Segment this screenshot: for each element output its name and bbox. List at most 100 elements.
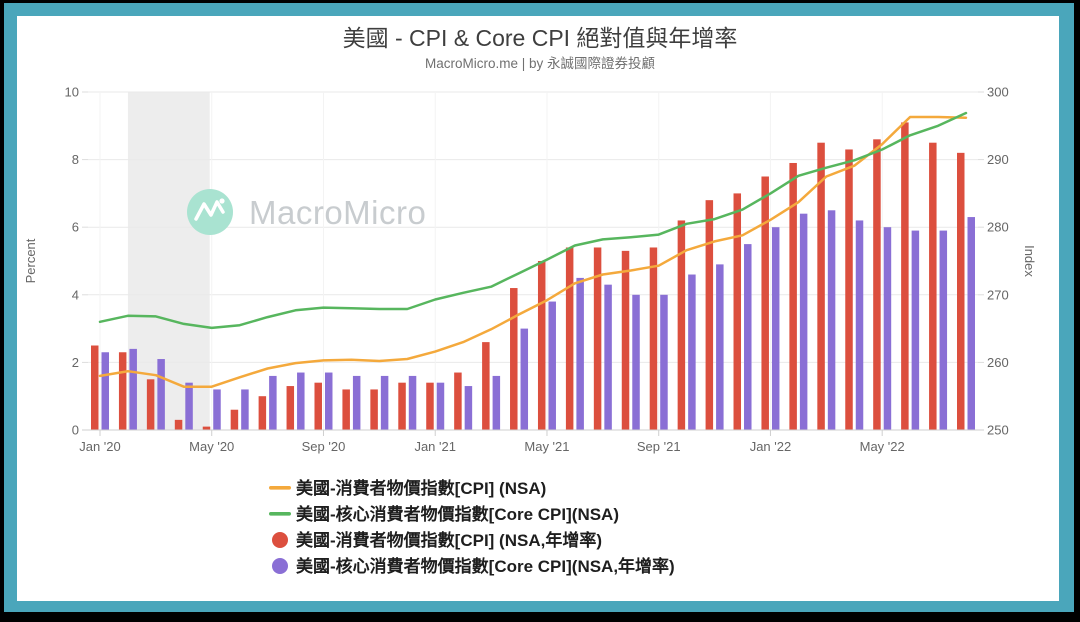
- bar-core-cpi-yoy-2020-08[interactable]: [297, 372, 305, 430]
- bar-core-cpi-yoy-2021-08[interactable]: [632, 294, 640, 430]
- bar-cpi-yoy-2020-04[interactable]: [174, 419, 183, 430]
- legend-label-cpi-index: 美國-消費者物價指數[CPI] (NSA): [296, 478, 546, 498]
- bar-core-cpi-yoy-2022-04[interactable]: [855, 220, 864, 430]
- bar-cpi-yoy-2020-06[interactable]: [230, 409, 239, 430]
- bar-core-cpi-yoy-2020-06[interactable]: [241, 389, 249, 430]
- bar-cpi-yoy-2020-07[interactable]: [258, 396, 267, 430]
- window-border: 美國 - CPI & Core CPI 絕對值與年增率 MacroMicro.m…: [4, 3, 1074, 612]
- right-axis-tick-label: 290: [987, 152, 1009, 167]
- bar-core-cpi-yoy-2021-10[interactable]: [688, 274, 696, 430]
- bar-core-cpi-yoy-2021-01[interactable]: [436, 382, 445, 430]
- bar-core-cpi-yoy-2022-05[interactable]: [883, 227, 892, 430]
- legend-item-cpi-index[interactable]: 美國-消費者物價指數[CPI] (NSA): [269, 478, 546, 498]
- x-axis-tick-label: Sep '21: [637, 439, 681, 454]
- bar-cpi-yoy-2022-04[interactable]: [845, 149, 853, 430]
- macromicro-watermark: MacroMicro: [187, 189, 426, 235]
- bar-cpi-yoy-2022-07[interactable]: [929, 142, 937, 430]
- left-axis-tick-label: 0: [72, 423, 79, 438]
- left-axis-tick-label: 8: [72, 152, 79, 167]
- bar-layer: [91, 122, 976, 431]
- bar-core-cpi-yoy-2022-02[interactable]: [799, 213, 808, 430]
- watermark-text: MacroMicro: [249, 194, 426, 231]
- bar-core-cpi-yoy-2022-07[interactable]: [939, 230, 948, 430]
- bar-cpi-yoy-2022-02[interactable]: [789, 162, 797, 431]
- bar-cpi-yoy-2020-12[interactable]: [398, 382, 406, 430]
- left-axis-tick-label: 10: [65, 85, 79, 100]
- bar-cpi-yoy-2021-02[interactable]: [454, 372, 462, 430]
- bar-cpi-yoy-2022-08[interactable]: [957, 152, 965, 430]
- chart-canvas: 美國 - CPI & Core CPI 絕對值與年增率 MacroMicro.m…: [17, 16, 1059, 601]
- bar-cpi-yoy-2021-03[interactable]: [482, 342, 490, 430]
- bar-core-cpi-yoy-2020-10[interactable]: [352, 375, 361, 430]
- left-axis-tick-label: 6: [72, 220, 79, 235]
- bar-cpi-yoy-2022-06[interactable]: [901, 122, 909, 431]
- bar-core-cpi-yoy-2022-08[interactable]: [967, 217, 976, 430]
- bar-core-cpi-yoy-2021-05[interactable]: [548, 301, 556, 430]
- bar-cpi-yoy-2020-05[interactable]: [202, 426, 211, 430]
- cpi-line-marker: [269, 486, 291, 490]
- bar-core-cpi-yoy-2020-07[interactable]: [269, 375, 277, 430]
- bar-cpi-yoy-2020-03[interactable]: [146, 379, 155, 430]
- core-cpi-line-marker: [269, 512, 291, 516]
- bar-core-cpi-yoy-2021-02[interactable]: [464, 386, 473, 430]
- legend-label-core-cpi-yoy: 美國-核心消費者物價指數[Core CPI](NSA,年增率): [296, 556, 675, 576]
- right-axis-tick-label: 280: [987, 220, 1009, 235]
- bar-core-cpi-yoy-2021-07[interactable]: [604, 284, 612, 430]
- bar-core-cpi-yoy-2021-12[interactable]: [744, 244, 752, 430]
- legend-item-core-cpi-yoy[interactable]: 美國-核心消費者物價指數[Core CPI](NSA,年增率): [272, 556, 675, 576]
- bar-cpi-yoy-2020-09[interactable]: [314, 382, 322, 430]
- bar-cpi-yoy-2021-04[interactable]: [510, 288, 518, 430]
- bar-cpi-yoy-2022-03[interactable]: [817, 142, 825, 430]
- left-axis-tick-label: 4: [72, 287, 79, 302]
- left-axis-tick-label: 2: [72, 355, 79, 370]
- bar-core-cpi-yoy-2020-12[interactable]: [408, 375, 417, 430]
- right-axis-title: Index: [1022, 245, 1037, 277]
- bar-cpi-yoy-2021-08[interactable]: [621, 250, 630, 430]
- bar-core-cpi-yoy-2021-06[interactable]: [576, 277, 584, 430]
- bar-cpi-yoy-2021-07[interactable]: [593, 247, 602, 430]
- bar-core-cpi-yoy-2020-05[interactable]: [213, 389, 221, 430]
- bar-cpi-yoy-2021-11[interactable]: [705, 200, 714, 430]
- bar-core-cpi-yoy-2020-09[interactable]: [324, 372, 333, 430]
- legend-label-core-cpi-index: 美國-核心消費者物價指數[Core CPI](NSA): [296, 504, 619, 524]
- bar-cpi-yoy-2020-01[interactable]: [91, 345, 99, 431]
- bar-cpi-yoy-2020-02[interactable]: [118, 352, 127, 430]
- bar-core-cpi-yoy-2022-06[interactable]: [911, 230, 920, 430]
- bar-core-cpi-yoy-2021-11[interactable]: [716, 264, 724, 430]
- cpi-chart: 美國 - CPI & Core CPI 絕對值與年增率 MacroMicro.m…: [23, 25, 1037, 576]
- bar-core-cpi-yoy-2021-09[interactable]: [660, 294, 668, 430]
- chart-title: 美國 - CPI & Core CPI 絕對值與年增率: [343, 25, 738, 51]
- bar-core-cpi-yoy-2020-11[interactable]: [380, 375, 389, 430]
- bar-cpi-yoy-2021-12[interactable]: [733, 193, 742, 430]
- bar-core-cpi-yoy-2020-03[interactable]: [157, 359, 165, 430]
- bar-cpi-yoy-2021-09[interactable]: [649, 247, 658, 430]
- bar-core-cpi-yoy-2020-01[interactable]: [101, 352, 110, 430]
- bar-cpi-yoy-2020-10[interactable]: [342, 389, 350, 430]
- bar-core-cpi-yoy-2020-02[interactable]: [129, 348, 137, 430]
- bar-cpi-yoy-2021-05[interactable]: [537, 261, 546, 430]
- x-axis-tick-label: May '21: [524, 439, 569, 454]
- bar-cpi-yoy-2020-08[interactable]: [286, 386, 295, 430]
- legend-item-cpi-yoy[interactable]: 美國-消費者物價指數[CPI] (NSA,年增率): [272, 530, 602, 550]
- macromicro-logo-dot: [219, 198, 225, 204]
- x-axis-tick-label: Jan '22: [750, 439, 792, 454]
- right-axis-tick-label: 250: [987, 423, 1009, 438]
- x-axis-tick-label: May '22: [860, 439, 905, 454]
- right-axis-tick-label: 270: [987, 287, 1009, 302]
- bar-cpi-yoy-2021-01[interactable]: [426, 382, 434, 430]
- bar-cpi-yoy-2022-01[interactable]: [761, 176, 769, 431]
- bar-core-cpi-yoy-2022-03[interactable]: [827, 210, 836, 430]
- bar-core-cpi-yoy-2021-04[interactable]: [520, 328, 529, 430]
- line-core-cpi-index: [98, 111, 968, 330]
- legend: 美國-消費者物價指數[CPI] (NSA) 美國-核心消費者物價指數[Core …: [269, 478, 675, 576]
- axis-layer: 0 250 2 260 4 270 6 280 8 290 10 300 Jan '20 May '20 S…: [65, 85, 1009, 455]
- bar-cpi-yoy-2021-06[interactable]: [565, 247, 574, 430]
- legend-item-core-cpi-index[interactable]: 美國-核心消費者物價指數[Core CPI](NSA): [269, 504, 619, 524]
- bar-core-cpi-yoy-2020-04[interactable]: [185, 382, 193, 430]
- bar-core-cpi-yoy-2022-01[interactable]: [771, 227, 780, 430]
- bar-cpi-yoy-2020-11[interactable]: [370, 389, 378, 430]
- x-axis-tick-label: Sep '20: [302, 439, 346, 454]
- bar-cpi-yoy-2021-10[interactable]: [677, 220, 686, 430]
- bar-core-cpi-yoy-2021-03[interactable]: [492, 375, 501, 430]
- bar-cpi-yoy-2022-05[interactable]: [873, 139, 881, 430]
